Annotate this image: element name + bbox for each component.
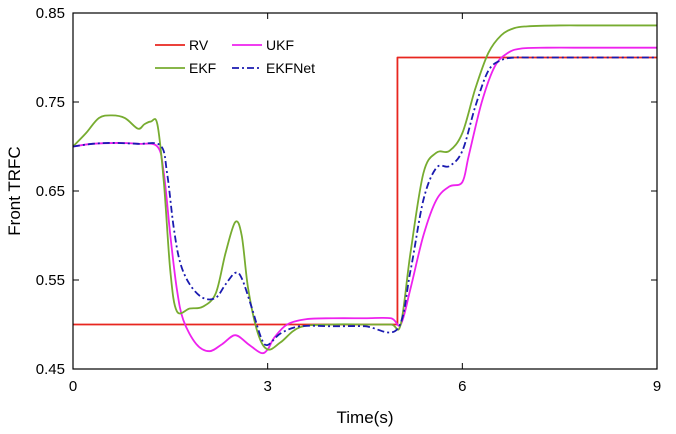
- legend-label-ukf: UKF: [266, 37, 294, 53]
- series-line-ukf: [72, 46, 657, 355]
- y-tick-label: 0.55: [36, 272, 65, 289]
- y-tick-label: 0.45: [36, 361, 65, 378]
- legend-label-ekf: EKF: [189, 60, 216, 76]
- x-tick-label: 9: [653, 378, 661, 395]
- x-tick-label: 6: [458, 378, 466, 395]
- legend-label-ekfnet: EKFNet: [266, 60, 315, 76]
- x-axis-label: Time(s): [337, 408, 394, 427]
- legend-label-rv: RV: [189, 37, 209, 53]
- series-layer: [72, 24, 657, 355]
- y-axis-label: Front TRFC: [5, 146, 24, 235]
- tick-layer: 0 3 6 9 0.45 0.55 0.65 0.75 0.85: [36, 5, 661, 395]
- y-tick-label: 0.65: [36, 183, 65, 200]
- y-tick-label: 0.85: [36, 5, 65, 22]
- series-line-ekf: [72, 24, 657, 351]
- legend: RV UKF EKF EKFNet: [155, 37, 315, 76]
- y-tick-label: 0.75: [36, 94, 65, 111]
- series-line-ekfnet: [72, 56, 657, 347]
- x-tick-label: 0: [69, 378, 77, 395]
- x-tick-label: 3: [263, 378, 271, 395]
